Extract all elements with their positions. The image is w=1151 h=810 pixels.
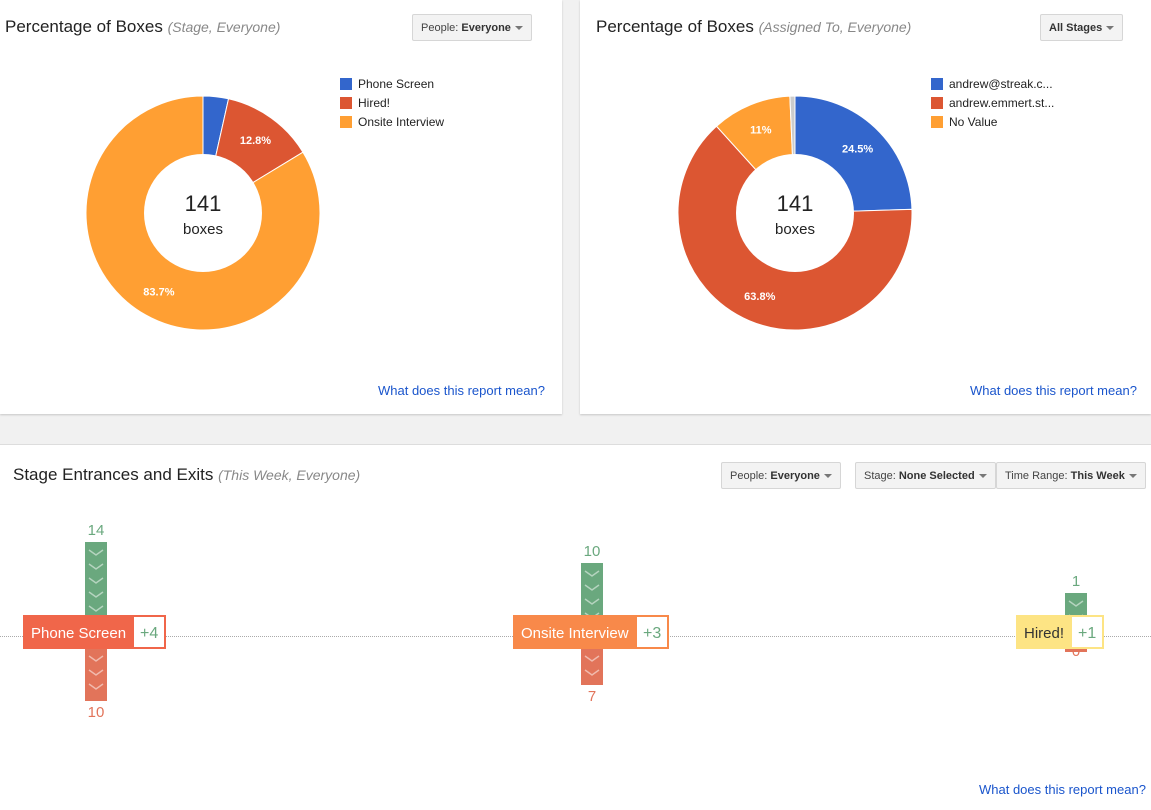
legend-swatch: [931, 115, 943, 128]
entrance-count: 10: [583, 543, 601, 560]
assigned-pie-panel: Percentage of Boxes (Assigned To, Everyo…: [580, 0, 1151, 414]
center-total: 141: [185, 191, 222, 216]
legend-item[interactable]: andrew@streak.c...: [931, 74, 1054, 93]
legend-item[interactable]: andrew.emmert.st...: [931, 93, 1054, 112]
title-subtitle: (Stage, Everyone): [167, 19, 281, 35]
legend-item[interactable]: Phone Screen: [340, 74, 444, 93]
stage-pie-legend: Phone Screen Hired! Onsite Interview: [340, 74, 444, 131]
panel-title: Percentage of Boxes (Stage, Everyone): [5, 17, 280, 37]
slice-label: 63.8%: [744, 291, 775, 303]
center-unit: boxes: [183, 221, 223, 238]
slice-label: 83.7%: [143, 286, 174, 298]
legend-swatch: [931, 96, 943, 109]
legend-swatch: [340, 96, 352, 109]
filter-value: All Stages: [1049, 22, 1103, 34]
time-range-filter-button[interactable]: Time Range: This Week: [996, 462, 1146, 489]
caret-down-icon: [514, 26, 523, 31]
flow-chart: 14 10 Phone Screen +4 10 7 Onsite Interview +3 1…: [0, 445, 1151, 810]
slice-label: 12.8%: [240, 135, 271, 147]
legend-label: No Value: [949, 114, 998, 129]
legend-swatch: [340, 77, 352, 90]
exit-count: 0: [1071, 643, 1081, 660]
entrance-bar[interactable]: [85, 542, 107, 632]
filter-label: Stage:: [864, 470, 899, 482]
caret-down-icon: [1128, 474, 1137, 479]
title-subtitle: (Assigned To, Everyone): [758, 19, 912, 35]
stage-net-change: +1: [1070, 615, 1105, 649]
legend-label: Phone Screen: [358, 76, 435, 91]
legend-item[interactable]: Onsite Interview: [340, 112, 444, 131]
exit-count: 7: [587, 688, 597, 706]
filter-label: People:: [421, 22, 462, 34]
stage-label[interactable]: Onsite Interview: [513, 615, 637, 649]
center-unit: boxes: [775, 221, 815, 238]
caret-down-icon: [823, 474, 832, 479]
filter-value: Everyone: [461, 22, 511, 34]
slice-label: 24.5%: [842, 143, 873, 155]
panel-title: Percentage of Boxes (Assigned To, Everyo…: [596, 17, 911, 37]
assigned-pie-chart: 24.5% 63.8% 11% 141 boxes: [677, 95, 913, 331]
slice-label: 11%: [750, 125, 772, 137]
stage-pie-panel: Percentage of Boxes (Stage, Everyone) Pe…: [0, 0, 562, 414]
report-help-link[interactable]: What does this report mean?: [378, 383, 545, 398]
stage-label[interactable]: Phone Screen: [23, 615, 135, 649]
title-subtitle: (This Week, Everyone): [218, 467, 361, 483]
caret-down-icon: [978, 474, 987, 479]
legend-swatch: [340, 115, 352, 128]
donut-hole: [144, 154, 262, 272]
filter-value: Everyone: [770, 470, 820, 482]
filter-label: People:: [730, 470, 771, 482]
legend-label: Hired!: [358, 95, 391, 110]
assigned-pie-legend: andrew@streak.c... andrew.emmert.st... No …: [931, 74, 1054, 131]
caret-down-icon: [1106, 26, 1115, 31]
report-help-link[interactable]: What does this report mean?: [970, 383, 1137, 398]
legend-label: Onsite Interview: [358, 114, 445, 129]
exit-bar[interactable]: [1065, 649, 1087, 652]
title-text: Stage Entrances and Exits: [13, 465, 214, 484]
legend-label: andrew@streak.c...: [949, 76, 1053, 91]
stage-label[interactable]: Hired!: [1016, 615, 1073, 649]
legend-swatch: [931, 77, 943, 90]
entrance-bar[interactable]: [581, 563, 603, 632]
filter-value: None Selected: [898, 470, 975, 482]
stage-net-change: +4: [132, 615, 167, 649]
legend-item[interactable]: No Value: [931, 112, 1054, 131]
entrance-count: 14: [87, 522, 105, 540]
donut-hole: [736, 154, 854, 272]
stage-net-change: +3: [635, 615, 670, 649]
filter-value: This Week: [1070, 470, 1125, 482]
stage-pie-chart: 12.8% 83.7% 141 boxes: [85, 95, 321, 331]
panel-title: Stage Entrances and Exits (This Week, Ev…: [13, 465, 360, 485]
legend-label: andrew.emmert.st...: [949, 95, 1055, 110]
people-filter-button[interactable]: People: Everyone: [412, 14, 532, 41]
report-help-link[interactable]: What does this report mean?: [979, 782, 1146, 797]
center-total: 141: [777, 191, 814, 216]
title-text: Percentage of Boxes: [596, 17, 754, 36]
exit-count: 10: [87, 704, 105, 721]
stage-filter-button[interactable]: All Stages: [1040, 14, 1124, 41]
people-filter-button[interactable]: People: Everyone: [721, 462, 841, 489]
stage-filter-button[interactable]: Stage: None Selected: [855, 462, 996, 489]
entrances-exits-panel: Stage Entrances and Exits (This Week, Ev…: [0, 444, 1151, 810]
exit-bar[interactable]: [85, 632, 107, 701]
filter-label: Time Range:: [1005, 470, 1071, 482]
title-text: Percentage of Boxes: [5, 17, 163, 36]
entrance-count: 1: [1071, 573, 1081, 590]
legend-item[interactable]: Hired!: [340, 93, 444, 112]
